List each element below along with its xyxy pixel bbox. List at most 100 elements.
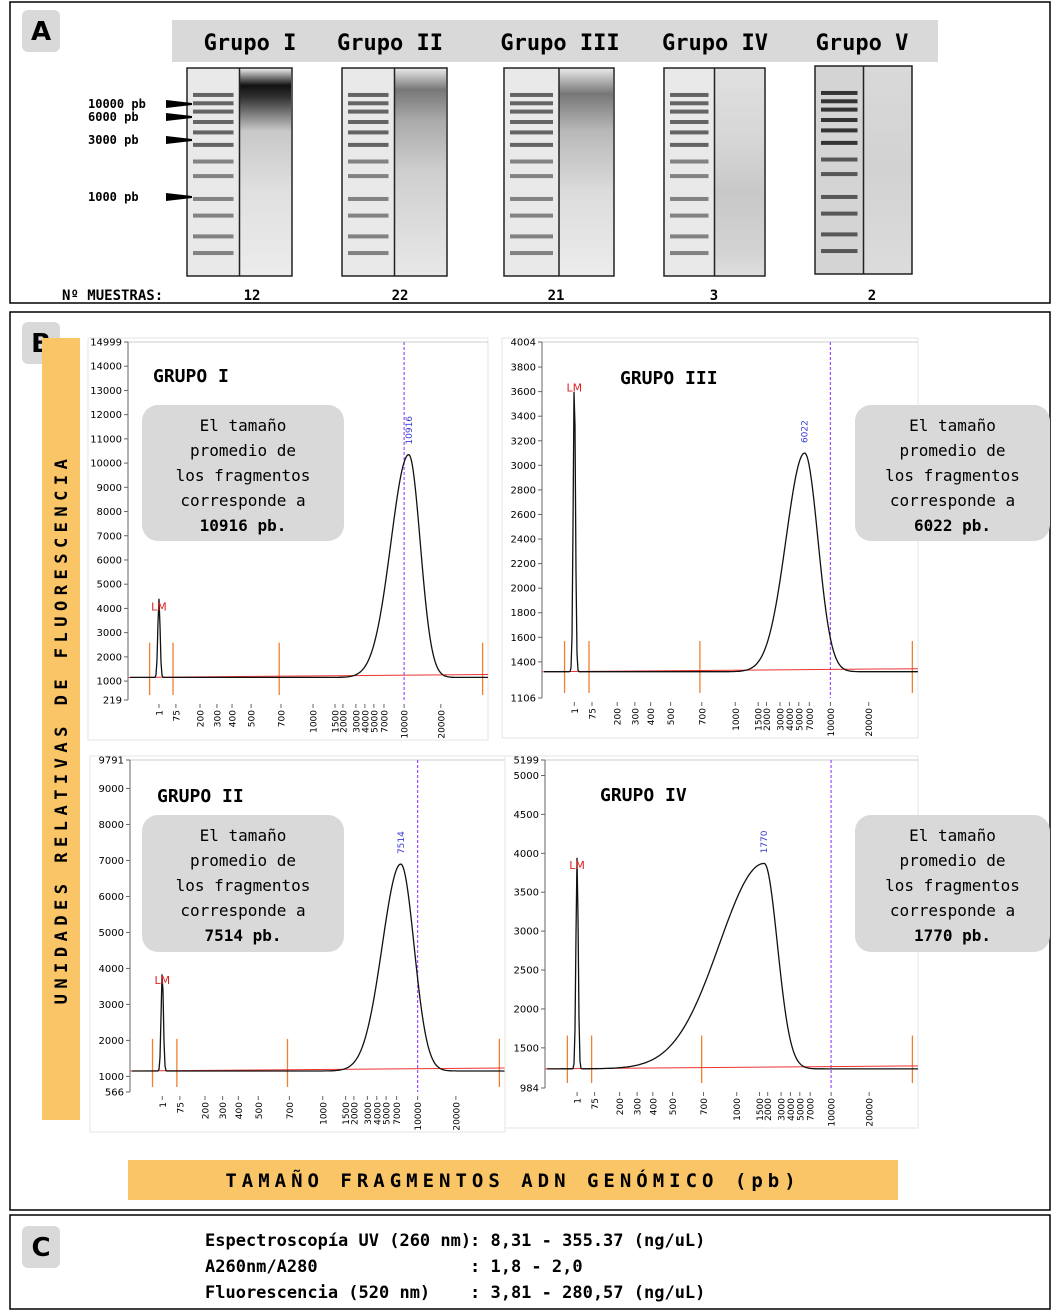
ladder-band <box>348 101 389 105</box>
x-tick-label: 300 <box>213 710 223 727</box>
y-tick-label: 7000 <box>99 856 124 867</box>
x-tick-label: 1000 <box>732 708 742 731</box>
panel-label: C <box>31 1233 50 1263</box>
x-tick-label: 200 <box>616 1098 626 1115</box>
y-tick-label: 9000 <box>97 483 122 494</box>
ladder-band <box>821 91 858 95</box>
ladder-band <box>821 195 858 199</box>
note-line: 6022 pb. <box>914 516 991 535</box>
ladder-band <box>348 143 389 147</box>
ladder-band <box>193 120 234 124</box>
y-tick-label: 8000 <box>97 507 122 518</box>
y-tick-label: 10000 <box>90 459 122 470</box>
samples-label: Nº MUESTRAS: <box>62 288 163 304</box>
ladder-band <box>670 143 709 147</box>
marker-label: LM <box>154 974 170 987</box>
x-tick-label: 20000 <box>866 1098 876 1127</box>
ladder-band <box>193 130 234 134</box>
note-line: El tamaño <box>909 826 996 845</box>
note-line: promedio de <box>190 851 296 870</box>
ladder-band <box>510 93 553 97</box>
note-line: promedio de <box>190 441 296 460</box>
x-tick-label: 5000 <box>795 708 805 731</box>
ladder-band <box>193 160 234 164</box>
ladder-band <box>193 234 234 238</box>
note-line: promedio de <box>900 441 1006 460</box>
y-tick-label: 1000 <box>97 677 122 688</box>
ladder-band <box>193 174 234 178</box>
ladder-band <box>348 160 389 164</box>
ladder-band <box>821 212 858 216</box>
peak-label: 1770 <box>760 830 770 853</box>
measure-name: Espectroscopía UV (260 nm) <box>205 1231 471 1251</box>
y-tick-label: 3200 <box>511 436 536 447</box>
y-tick-label: 3000 <box>511 461 536 472</box>
ladder-band <box>821 99 858 103</box>
y-tick-label: 3000 <box>514 927 539 938</box>
y-tick-label: 9791 <box>99 756 124 767</box>
y-tick-label: 4004 <box>511 338 536 349</box>
y-tick-label: 2000 <box>511 584 536 595</box>
note-line: corresponde a <box>890 901 1015 920</box>
x-tick-label: 75 <box>176 1102 186 1113</box>
x-tick-label: 2000 <box>350 1102 360 1125</box>
chart-title: GRUPO I <box>153 366 229 387</box>
ladder-band <box>670 174 709 178</box>
x-tick-label: 1 <box>159 1102 169 1108</box>
x-tick-label: 2000 <box>764 1098 774 1121</box>
y-tick-label: 3600 <box>511 387 536 398</box>
y-tick-label: 1600 <box>511 633 536 644</box>
y-tick-label: 4000 <box>97 604 122 615</box>
y-tick-label: 3400 <box>511 412 536 423</box>
x-tick-label: 5000 <box>383 1102 393 1125</box>
y-tick-label: 8000 <box>99 820 124 831</box>
y-tick-label: 3000 <box>99 1000 124 1011</box>
y-tick-label: 219 <box>103 696 122 707</box>
x-tick-label: 1000 <box>319 1102 329 1125</box>
ladder-band <box>348 214 389 218</box>
ladder-band <box>348 197 389 201</box>
ladder-band <box>670 251 709 255</box>
marker-label: LM <box>151 601 167 614</box>
y-tick-label: 2500 <box>514 966 539 977</box>
y-tick-label: 14000 <box>90 362 122 373</box>
x-tick-label: 400 <box>229 710 239 727</box>
ladder-band <box>510 251 553 255</box>
x-tick-label: 7000 <box>807 1098 817 1121</box>
x-tick-label: 10000 <box>827 708 837 737</box>
ladder-band <box>510 143 553 147</box>
y-tick-label: 5000 <box>514 771 539 782</box>
ladder-band <box>670 234 709 238</box>
y-tick-label: 2000 <box>97 652 122 663</box>
x-tick-label: 200 <box>614 708 624 725</box>
group-label: Grupo V <box>816 31 909 56</box>
ladder-band <box>510 174 553 178</box>
x-tick-label: 400 <box>235 1102 245 1119</box>
note-line: promedio de <box>900 851 1006 870</box>
ladder-band <box>348 174 389 178</box>
x-tick-label: 7000 <box>380 710 390 733</box>
ladder-band <box>670 197 709 201</box>
ladder-band <box>821 249 858 253</box>
y-tick-label: 6000 <box>97 555 122 566</box>
ladder-band <box>348 120 389 124</box>
ladder-band <box>510 110 553 114</box>
ladder-band <box>193 110 234 114</box>
y-tick-label: 6000 <box>99 892 124 903</box>
ladder-band <box>510 214 553 218</box>
ladder-band <box>193 93 234 97</box>
x-tick-label: 1000 <box>733 1098 743 1121</box>
y-tick-label: 1000 <box>99 1072 124 1083</box>
measure-name: Fluorescencia (520 nm) <box>205 1283 430 1303</box>
chart-title: GRUPO II <box>157 786 244 807</box>
x-tick-label: 500 <box>255 1102 265 1119</box>
x-tick-label: 10000 <box>414 1102 424 1131</box>
y-tick-label: 4000 <box>514 849 539 860</box>
x-tick-label: 20000 <box>452 1102 462 1131</box>
note-line: los fragmentos <box>176 876 311 895</box>
x-tick-label: 700 <box>698 708 708 725</box>
y-tick-label: 3000 <box>97 628 122 639</box>
y-tick-label: 1400 <box>511 657 536 668</box>
y-tick-label: 3800 <box>511 363 536 374</box>
ladder-band <box>193 101 234 105</box>
